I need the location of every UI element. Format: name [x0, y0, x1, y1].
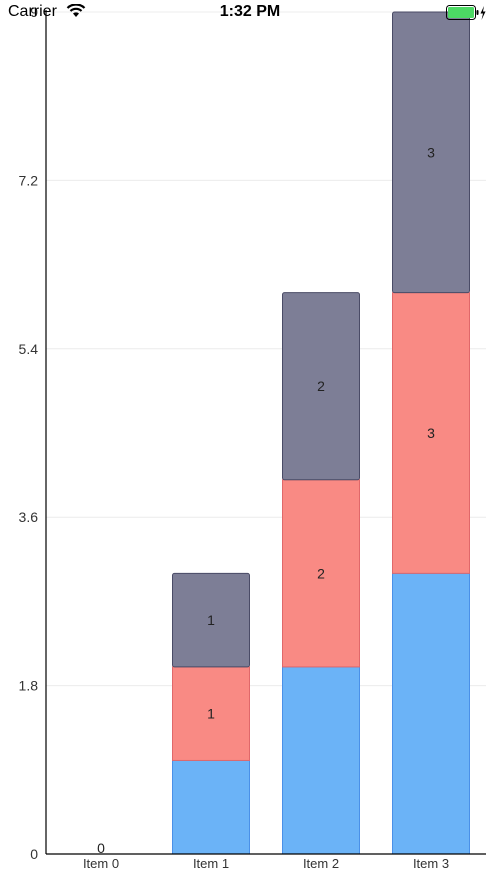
data-labels: 0 1 1 2 2 3 3 — [97, 144, 435, 856]
bar-value-label: 1 — [207, 706, 215, 722]
bar-segment — [392, 292, 470, 574]
y-tick-label: 3.6 — [19, 509, 39, 525]
y-tick-label: 9 — [30, 4, 38, 20]
y-tick-label: 1.8 — [19, 678, 39, 694]
bar-value-label: 2 — [317, 565, 325, 581]
x-tick-label: Item 1 — [193, 856, 229, 871]
bar-segment — [392, 11, 470, 294]
bar-value-label: 3 — [427, 425, 435, 441]
carrier-label: Carrier — [8, 3, 57, 20]
y-tick-label: 5.4 — [19, 341, 39, 357]
y-tick-label: 7.2 — [19, 172, 39, 188]
bar-value-label: 1 — [207, 612, 215, 628]
bar-segment — [172, 572, 250, 668]
status-bar: Carrier 1:32 PM — [0, 0, 500, 28]
bar-segment — [282, 666, 360, 855]
x-tick-label: Item 3 — [413, 856, 449, 871]
bar-value-label: 2 — [317, 378, 325, 394]
axes: 0 1.8 3.6 5.4 7.2 9 Item 0 Item 1 Item 2 Item 3 — [19, 4, 486, 871]
bars — [172, 11, 470, 855]
bar-segment — [172, 666, 250, 761]
bar-segment — [282, 292, 360, 481]
status-time: 1:32 PM — [219, 3, 281, 20]
bar-segment — [282, 479, 360, 668]
x-tick-label: Item 0 — [83, 856, 119, 871]
wifi-icon — [66, 4, 86, 17]
bolt-icon — [480, 6, 486, 20]
bar-value-label: 3 — [427, 144, 435, 160]
bar-value-label: 0 — [97, 840, 105, 856]
y-tick-label: 0 — [30, 846, 38, 862]
battery-icon — [446, 5, 486, 20]
bar-segment — [392, 572, 470, 855]
bar-segment — [172, 759, 250, 855]
x-tick-label: Item 2 — [303, 856, 339, 871]
